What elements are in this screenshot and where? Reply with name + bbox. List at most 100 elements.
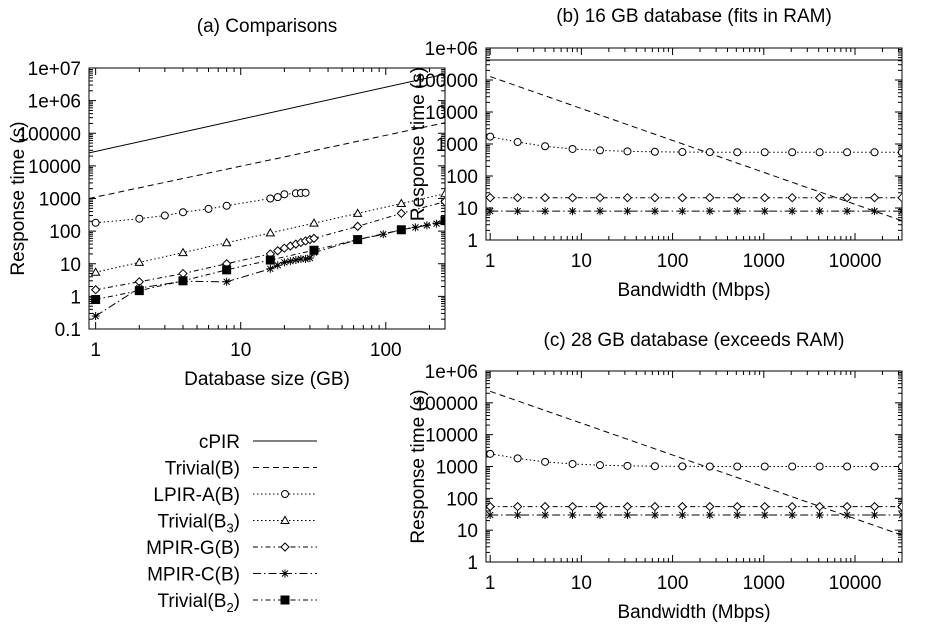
- legend-marker: [281, 569, 289, 578]
- x-axis-label: Bandwidth (Mbps): [617, 602, 770, 623]
- data-point-lpir_a: [678, 148, 687, 157]
- series-line-lpir_a: [490, 136, 902, 153]
- data-point-trivial_b3: [178, 247, 188, 257]
- data-point-mpir_g: [814, 501, 825, 512]
- data-point-trivial_b2: [265, 255, 275, 265]
- data-point-mpir_c: [595, 510, 604, 519]
- data-point-lpir_a: [870, 148, 879, 157]
- series-lpir_a: [486, 449, 902, 471]
- y-axis: 1 10 100 1000 10000 100000 1e+06: [415, 39, 902, 252]
- data-point-mpir_c: [595, 207, 604, 216]
- data-point-mpir_c: [513, 207, 522, 216]
- legend-entry-trivial_b2: Trivial(B2): [157, 591, 317, 615]
- data-point-mpir_g: [760, 501, 770, 512]
- data-point-lpir_a: [541, 457, 550, 466]
- x-axis: 1 10 100 1000 10000: [485, 371, 900, 594]
- y-tick-label: 10: [457, 199, 478, 220]
- series-line-trivial_b: [89, 122, 445, 199]
- series-trivial_b2: [91, 216, 445, 305]
- series-mpir_g: [486, 501, 902, 512]
- data-point-mpir_c: [411, 223, 420, 232]
- data-point-mpir_g: [622, 501, 633, 512]
- data-point-lpir_a: [273, 193, 282, 202]
- series-line-trivial_b: [490, 76, 902, 222]
- data-point-lpir_a: [650, 462, 659, 471]
- legend-marker: [280, 595, 290, 605]
- data-point-lpir_a: [760, 462, 769, 471]
- data-point-mpir_c: [788, 510, 797, 519]
- data-point-mpir_c: [286, 257, 295, 266]
- data-point-mpir_c: [760, 510, 769, 519]
- data-point-mpir_g: [567, 192, 578, 203]
- data-point-lpir_a: [788, 462, 797, 471]
- y-tick-label: 10: [457, 521, 478, 542]
- x-tick-label: 10000: [829, 251, 882, 272]
- y-tick-label: 1: [70, 287, 81, 308]
- data-point-mpir_g: [732, 192, 742, 203]
- y-tick-label: 1000: [436, 135, 478, 156]
- data-point-mpir_c: [705, 510, 714, 519]
- series-trivial_b: [490, 390, 902, 536]
- data-point-mpir_c: [898, 207, 902, 216]
- data-point-lpir_a: [486, 132, 495, 141]
- data-point-lpir_a: [301, 188, 310, 197]
- data-point-mpir_g: [705, 192, 715, 203]
- series-trivial_b: [89, 122, 445, 199]
- legend-entry-cPIR: cPIR: [199, 432, 317, 453]
- series-line-trivial_b: [490, 390, 902, 536]
- data-point-lpir_a: [513, 454, 522, 463]
- data-point-lpir_a: [135, 214, 144, 223]
- legend-label: Trivial(B): [165, 459, 240, 480]
- series-cPIR: [89, 73, 445, 154]
- data-point-mpir_c: [733, 510, 742, 519]
- data-point-trivial_b2: [440, 216, 445, 226]
- y-tick-label: 100: [49, 222, 81, 243]
- data-point-mpir_c: [266, 264, 275, 273]
- data-point-mpir_c: [222, 277, 231, 286]
- y-tick-label: 100: [446, 167, 478, 188]
- data-point-mpir_c: [843, 207, 852, 216]
- legend-entry-mpir_g: MPIR-G(B): [146, 538, 317, 559]
- data-point-lpir_a: [541, 142, 550, 151]
- series-lpir_a: [91, 188, 310, 227]
- data-point-lpir_a: [568, 459, 577, 468]
- data-point-lpir_a: [870, 462, 879, 471]
- legend-label: LPIR-A(B): [153, 485, 240, 506]
- y-tick-label: 100000: [415, 394, 478, 415]
- data-point-mpir_c: [513, 510, 522, 519]
- data-point-mpir_c: [432, 219, 441, 228]
- data-point-mpir_c: [541, 207, 550, 216]
- data-point-lpir_a: [733, 462, 742, 471]
- data-point-trivial_b2: [134, 286, 144, 296]
- data-point-mpir_g: [650, 192, 660, 203]
- data-point-lpir_a: [280, 190, 289, 199]
- data-point-lpir_a: [733, 148, 742, 157]
- data-point-mpir_g: [486, 501, 495, 512]
- y-tick-label: 1e+06: [28, 92, 81, 113]
- data-point-trivial_b3: [265, 227, 276, 237]
- data-point-mpir_c: [379, 230, 388, 239]
- data-point-mpir_g: [595, 192, 605, 203]
- data-point-mpir_g: [512, 192, 523, 203]
- data-point-mpir_g: [869, 192, 880, 203]
- data-point-trivial_b3: [134, 257, 145, 266]
- data-point-trivial_b3: [440, 188, 445, 198]
- data-point-mpir_g: [842, 501, 852, 512]
- data-point-lpir_a: [595, 146, 604, 155]
- data-point-trivial_b2: [353, 235, 363, 245]
- chart-panel-a: (a) Comparisons 0.1 1 10 100 1000 10000 100000 1…: [8, 16, 446, 390]
- data-point-mpir_g: [309, 233, 319, 244]
- chart-panel-b: (b) 16 GB database (fits in RAM) 1 10 100 10…: [408, 6, 903, 301]
- y-axis: 1 10 100 1000 10000 100000 1e+06: [415, 362, 902, 574]
- data-point-lpir_a: [843, 462, 852, 471]
- x-tick-label: 100: [657, 251, 689, 272]
- data-point-mpir_g: [440, 196, 445, 207]
- legend-marker: [280, 515, 290, 524]
- data-point-mpir_c: [568, 207, 577, 216]
- x-axis: 1 10 100 1000 10000: [485, 48, 900, 272]
- x-tick-label: 100: [657, 573, 689, 594]
- data-point-lpir_a: [266, 194, 275, 203]
- data-point-mpir_c: [870, 510, 879, 519]
- data-point-lpir_a: [815, 148, 824, 157]
- y-tick-label: 10000: [28, 157, 81, 178]
